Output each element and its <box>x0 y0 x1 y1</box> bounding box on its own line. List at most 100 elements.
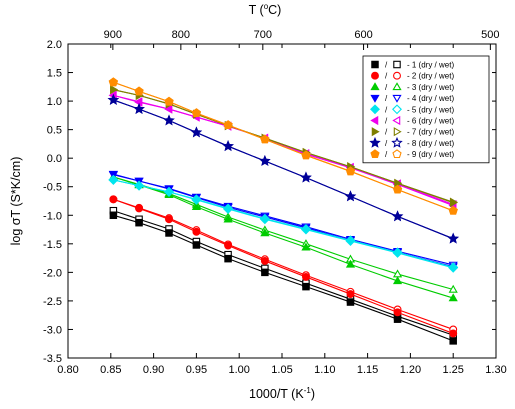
series-8-dry-point <box>391 210 404 222</box>
x-axis-title: 1000/T (K-1) <box>249 386 315 401</box>
y-tick-label: -1.0 <box>43 210 62 222</box>
y-tick-label: -2.0 <box>43 267 62 279</box>
series-6-dry-point <box>134 97 143 107</box>
series-2-dry-point <box>165 215 173 224</box>
legend-marker-dry <box>370 104 380 115</box>
series-5-dry-point <box>448 262 459 273</box>
series-8-dry-point <box>133 103 145 114</box>
series-8-dry-point <box>344 190 357 202</box>
series-1-dry-point <box>135 218 143 227</box>
legend-marker-wet <box>393 127 402 137</box>
series-5-dry-point <box>134 180 145 191</box>
series-2 <box>109 195 458 338</box>
series-3-wet-point <box>448 284 458 293</box>
series-1-dry-point <box>346 298 355 306</box>
x-tick-label: 0.90 <box>143 364 164 376</box>
legend-slash: / <box>385 150 388 159</box>
x-tick-label: 1.00 <box>228 364 249 376</box>
x-tick-label: 1.10 <box>314 364 335 376</box>
legend-marker-dry <box>371 127 380 137</box>
legend-label: - 4 (dry / wet) <box>407 94 454 103</box>
y-tick-label: 2.0 <box>47 39 62 51</box>
series-3-dry-line <box>113 176 454 299</box>
series-9-dry-line <box>113 81 454 212</box>
series-1-dry-point <box>449 337 457 345</box>
series-3-dry-point <box>448 293 458 302</box>
series-6-dry-point <box>164 104 173 114</box>
legend-slash: / <box>385 105 388 114</box>
series-5-dry-point <box>191 194 202 205</box>
series-1-dry-point <box>192 241 201 249</box>
y-tick-label: -1.5 <box>43 239 62 251</box>
series-9 <box>108 77 458 215</box>
series-2-dry-point <box>302 272 310 281</box>
legend-slash: / <box>385 83 388 92</box>
series-2-dry-point <box>346 290 355 299</box>
series-5-dry-point <box>345 235 356 246</box>
series-2-dry-point <box>192 227 201 236</box>
series-2-wet-line <box>113 198 454 330</box>
y-axis-title: log σT (S*K/cm) <box>9 157 23 246</box>
series-1-dry-point <box>224 254 232 263</box>
series-9-dry-point <box>164 96 174 106</box>
series-3-dry-point <box>260 228 270 237</box>
y-tick-label: 1.5 <box>47 68 62 80</box>
legend-marker-dry <box>370 94 380 103</box>
legend-label: - 7 (dry / wet) <box>407 128 454 137</box>
series-2-dry-point <box>449 329 458 338</box>
series-5-dry-point <box>223 204 234 214</box>
legend-label: - 9 (dry / wet) <box>407 150 454 159</box>
series-9-dry-point <box>108 77 119 87</box>
series-8-dry-point <box>222 140 234 152</box>
series-2-dry-point <box>135 204 143 213</box>
legend-label: - 2 (dry / wet) <box>407 72 454 81</box>
x-tick-label: 0.95 <box>186 364 207 376</box>
x-tick-label: 1.05 <box>271 364 292 376</box>
series-3-dry-point <box>191 202 201 210</box>
series-2-dry-point <box>393 308 402 317</box>
legend-marker-wet <box>392 149 402 159</box>
series-8-dry-point <box>447 232 459 244</box>
series-3-dry-point <box>301 242 311 251</box>
series-7-dry-point <box>110 85 119 95</box>
series-1-dry-point <box>165 229 173 237</box>
top-tick-label: 700 <box>254 29 272 41</box>
series-1-dry-point <box>393 315 402 323</box>
series-1-dry-point <box>109 211 118 220</box>
series-2-dry-line <box>113 198 454 334</box>
x-tick-label: 0.80 <box>57 364 78 376</box>
series-2-dry-point <box>224 241 233 250</box>
x-tick-label: 0.85 <box>100 364 121 376</box>
y-tick-label: 0.0 <box>47 153 62 165</box>
series-5-dry-point <box>392 247 403 258</box>
legend-marker-dry <box>371 60 379 69</box>
legend-marker-wet <box>393 71 401 80</box>
series-2-dry-point <box>260 256 269 265</box>
series-1-dry-point <box>302 282 310 291</box>
series-8-dry-point <box>163 114 175 126</box>
series-9-dry-point <box>301 150 311 160</box>
series-5 <box>108 174 459 273</box>
series-8 <box>107 93 459 244</box>
y-tick-label: 0.5 <box>47 125 62 137</box>
series-9-dry-point <box>345 166 356 176</box>
x-tick-label: 1.30 <box>485 364 506 376</box>
series-9-dry-point <box>191 108 202 118</box>
series-9-dry-point <box>448 205 458 215</box>
series-9-dry-point <box>134 86 144 96</box>
series-1-wet-line <box>113 210 454 336</box>
series-9-dry-point <box>260 134 270 144</box>
legend-marker-wet <box>393 60 401 69</box>
legend-label: - 5 (dry / wet) <box>407 105 454 114</box>
legend-slash: / <box>385 128 388 137</box>
series-5-dry-point <box>300 224 311 235</box>
legend-label: - 8 (dry / wet) <box>407 139 454 148</box>
series-1-dry-line <box>113 214 454 342</box>
x-tick-label: 1.15 <box>357 364 378 376</box>
series-5-dry-point <box>259 214 270 225</box>
legend-slash: / <box>385 94 388 103</box>
series-8-dry-point <box>259 155 271 166</box>
y-tick-label: -3.0 <box>43 324 62 336</box>
y-tick-label: -0.5 <box>43 182 62 194</box>
